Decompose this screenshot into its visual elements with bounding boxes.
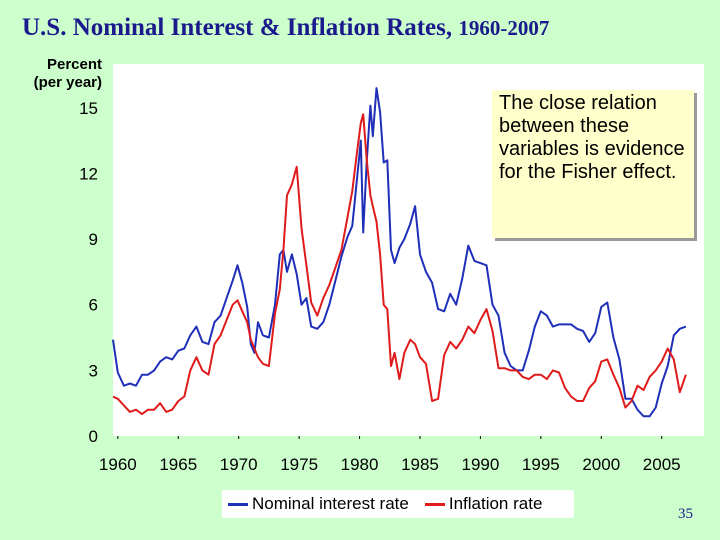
y-axis-title: Percent (per year) [8, 56, 102, 92]
y-tick-label: 9 [89, 230, 98, 249]
x-tick-label: 2005 [643, 455, 681, 474]
x-axis: 1960 1965 1970 1975 1980 1985 1990 1995 2000 2005 [99, 436, 681, 474]
title-years: 1960-2007 [458, 16, 550, 40]
legend-item-nominal: Nominal interest rate [228, 494, 409, 514]
x-tick-label: 1980 [341, 455, 379, 474]
series-line-nominal [112, 87, 687, 418]
series-line-inflation [112, 113, 687, 416]
legend-item-inflation: Inflation rate [424, 494, 543, 514]
x-tick-label: 1990 [461, 455, 499, 474]
title-main: U.S. Nominal Interest & Inflation Rates, [22, 14, 453, 41]
legend-swatch-nominal [228, 502, 248, 506]
callout-text: The close relation between these variabl… [499, 92, 685, 183]
y-axis-title-line-1: Percent [46, 56, 102, 73]
chart-legend: Nominal interest rate Inflation rate [222, 490, 574, 518]
page-number: 35 [678, 506, 693, 522]
y-axis: 0 3 6 9 12 15 [79, 99, 98, 446]
y-axis-title-line-2: (per year) [33, 74, 102, 91]
y-tick-label: 6 [89, 296, 98, 315]
y-tick-label: 12 [79, 164, 98, 183]
y-tick-label: 15 [79, 99, 98, 118]
y-tick-label: 3 [89, 361, 98, 380]
x-tick-label: 1965 [159, 455, 197, 474]
x-tick-label: 1960 [99, 455, 137, 474]
x-tick-label: 1995 [522, 455, 560, 474]
legend-label-inflation: Inflation rate [448, 494, 543, 513]
x-tick-label: 1975 [280, 455, 318, 474]
x-tick-label: 1985 [401, 455, 439, 474]
x-tick-label: 1970 [220, 455, 258, 474]
y-tick-label: 0 [89, 427, 98, 446]
callout-box: The close relation between these variabl… [492, 90, 694, 238]
legend-label-nominal: Nominal interest rate [252, 494, 409, 513]
x-tick-label: 2000 [582, 455, 620, 474]
legend-swatch-inflation [424, 502, 445, 506]
slide-title: U.S. Nominal Interest & Inflation Rates,… [22, 14, 549, 42]
series-lines [112, 87, 687, 418]
